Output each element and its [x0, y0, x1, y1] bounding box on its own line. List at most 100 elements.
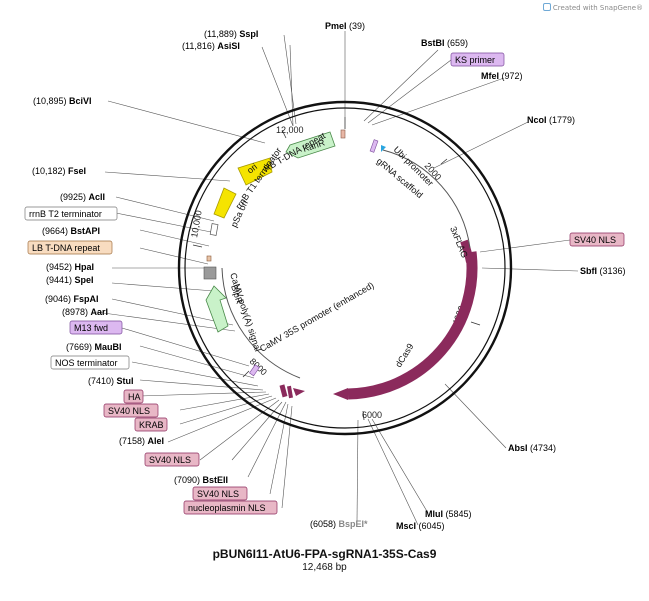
label-krab[interactable]: KRAB: [134, 417, 168, 432]
svg-text:SV40 NLS: SV40 NLS: [108, 406, 150, 416]
site-fspai[interactable]: (9046) FspAI: [45, 294, 99, 304]
site-absi[interactable]: AbsI (4734): [508, 443, 556, 453]
site-hpai[interactable]: (9452) HpaI: [46, 262, 94, 272]
label-sv40-nls-3[interactable]: SV40 NLS: [192, 486, 248, 501]
plasmid-size: 12,468 bp: [302, 562, 347, 573]
svg-text:SbfI (3136): SbfI (3136): [580, 266, 626, 276]
ring-ticks: [192, 117, 481, 421]
label-m13-fwd[interactable]: M13 fwd: [69, 320, 123, 335]
ori-label: ori: [245, 162, 259, 176]
tick-label-10000: 10,000: [189, 209, 204, 238]
site-acli[interactable]: (9925) AclI: [60, 192, 105, 202]
site-msci[interactable]: MscI (6045): [396, 521, 445, 531]
ori-feature: [237, 157, 273, 186]
promoter-35s-label: CaMV 35S promoter (enhanced): [258, 280, 376, 354]
site-sbfi[interactable]: SbfI (3136): [580, 266, 626, 276]
svg-text:M13 fwd: M13 fwd: [74, 323, 108, 333]
svg-text:NcoI (1779): NcoI (1779): [527, 115, 575, 125]
site-ncoi[interactable]: NcoI (1779): [527, 115, 575, 125]
pmei-marker: [340, 129, 346, 139]
dcas9-label: dCas9: [393, 342, 415, 369]
svg-text:(8978) AarI: (8978) AarI: [62, 307, 108, 317]
svg-text:(9925) AclI: (9925) AclI: [60, 192, 105, 202]
leader-lines: [95, 31, 579, 526]
svg-text:nucleoplasmin NLS: nucleoplasmin NLS: [188, 503, 266, 513]
svg-text:MluI (5845): MluI (5845): [425, 509, 472, 519]
label-ha[interactable]: HA: [123, 389, 144, 404]
site-alei[interactable]: (7158) AleI: [119, 436, 164, 446]
site-mlui[interactable]: MluI (5845): [425, 509, 472, 519]
svg-text:BstBI (659): BstBI (659): [421, 38, 468, 48]
label-sv40-nls-1[interactable]: SV40 NLS: [103, 403, 159, 418]
rrnb-t2-marker: [209, 223, 219, 236]
ks-primer-marker: [369, 139, 379, 153]
svg-text:MscI (6045): MscI (6045): [396, 521, 445, 531]
site-bsteii[interactable]: (7090) BstEII: [174, 475, 228, 485]
site-stui[interactable]: (7410) StuI: [88, 376, 134, 386]
svg-text:(9046) FspAI: (9046) FspAI: [45, 294, 99, 304]
svg-text:NOS terminator: NOS terminator: [55, 358, 118, 368]
svg-text:HA: HA: [128, 392, 141, 402]
label-ks-primer[interactable]: KS primer: [450, 52, 505, 67]
site-fsei[interactable]: (10,182) FseI: [32, 166, 86, 176]
watermark: Created with SnapGene®: [542, 3, 643, 12]
m13-marker: [249, 364, 260, 377]
site-bstbi[interactable]: BstBI (659): [421, 38, 468, 48]
svg-text:KRAB: KRAB: [139, 420, 164, 430]
label-rrnb-t2[interactable]: rrnB T2 terminator: [24, 206, 118, 221]
grna-scaffold-icon: [381, 145, 386, 152]
svg-text:AbsI (4734): AbsI (4734): [508, 443, 556, 453]
site-sspi[interactable]: (11,889) SspI: [204, 29, 258, 39]
svg-text:(7158) AleI: (7158) AleI: [119, 436, 164, 446]
polya-marker: [203, 266, 217, 280]
svg-text:PmeI (39): PmeI (39): [325, 21, 365, 31]
psa-ori-feature: [213, 187, 237, 219]
plasmid-name: pBUN6I11-AtU6-FPA-sgRNA1-35S-Cas9: [212, 547, 437, 561]
site-maubi[interactable]: (7669) MauBI: [66, 342, 122, 352]
svg-text:(9441) SpeI: (9441) SpeI: [46, 275, 94, 285]
kanr-arrow: [285, 131, 336, 159]
watermark-text: Created with SnapGene®: [552, 4, 643, 12]
nls-block: [286, 385, 294, 399]
site-spei[interactable]: (9441) SpeI: [46, 275, 94, 285]
ubi-promoter-arc: [382, 149, 471, 249]
svg-text:(6058) BspEI*: (6058) BspEI*: [310, 519, 368, 529]
label-lb-tdna[interactable]: LB T-DNA repeat: [27, 240, 113, 255]
site-mfei[interactable]: MfeI (972): [481, 71, 523, 81]
site-bspei[interactable]: (6058) BspEI*: [310, 519, 368, 529]
polya-label: CaMV poly(A) signal: [228, 272, 263, 353]
svg-text:(11,889) SspI: (11,889) SspI: [204, 29, 258, 39]
svg-text:(10,895) BciVI: (10,895) BciVI: [33, 96, 92, 106]
site-bstapi[interactable]: (9664) BstAPI: [42, 226, 100, 236]
label-nos-terminator[interactable]: NOS terminator: [50, 355, 130, 370]
svg-text:(11,816) AsiSI: (11,816) AsiSI: [182, 41, 240, 51]
label-sv40-nls-right[interactable]: SV40 NLS: [569, 232, 625, 247]
svg-text:SV40 NLS: SV40 NLS: [197, 489, 239, 499]
dcas9-arc: [347, 251, 478, 400]
svg-text:SV40 NLS: SV40 NLS: [574, 235, 616, 245]
svg-text:(9452) HpaI: (9452) HpaI: [46, 262, 94, 272]
svg-text:MfeI (972): MfeI (972): [481, 71, 523, 81]
backbone-inner: [184, 107, 506, 429]
svg-text:(10,182) FseI: (10,182) FseI: [32, 166, 86, 176]
tick-label-6000: 6000: [362, 410, 382, 420]
label-sv40-nls-2[interactable]: SV40 NLS: [144, 452, 200, 467]
svg-text:(7410) StuI: (7410) StuI: [88, 376, 134, 386]
snapgene-logo-icon: [542, 3, 551, 11]
site-bcivi[interactable]: (10,895) BciVI: [33, 96, 92, 106]
label-nucleoplasmin-nls[interactable]: nucleoplasmin NLS: [183, 500, 278, 515]
blpr-arrow: [205, 285, 229, 333]
psa-ori-label: pSa ori: [229, 199, 250, 229]
dcas9-arrowhead-icon: [333, 388, 348, 400]
svg-text:SV40 NLS: SV40 NLS: [149, 455, 191, 465]
site-aari[interactable]: (8978) AarI: [62, 307, 108, 317]
svg-text:(7090) BstEII: (7090) BstEII: [174, 475, 228, 485]
svg-text:KS primer: KS primer: [455, 55, 495, 65]
backbone-outer: [177, 100, 513, 436]
nls-arrow-icon: [293, 388, 305, 396]
site-asisi[interactable]: (11,816) AsiSI: [182, 41, 240, 51]
svg-text:LB T-DNA repeat: LB T-DNA repeat: [32, 243, 100, 253]
svg-text:(7669) MauBI: (7669) MauBI: [66, 342, 122, 352]
site-pmei[interactable]: PmeI (39): [325, 21, 365, 31]
